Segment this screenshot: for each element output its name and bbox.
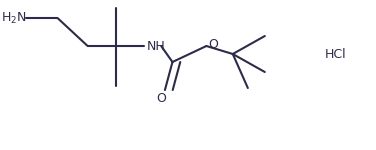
- Text: O: O: [156, 92, 166, 105]
- Text: O: O: [208, 38, 218, 51]
- Text: NH: NH: [147, 39, 166, 52]
- Text: HCl: HCl: [325, 48, 347, 60]
- Text: H$_2$N: H$_2$N: [1, 11, 26, 26]
